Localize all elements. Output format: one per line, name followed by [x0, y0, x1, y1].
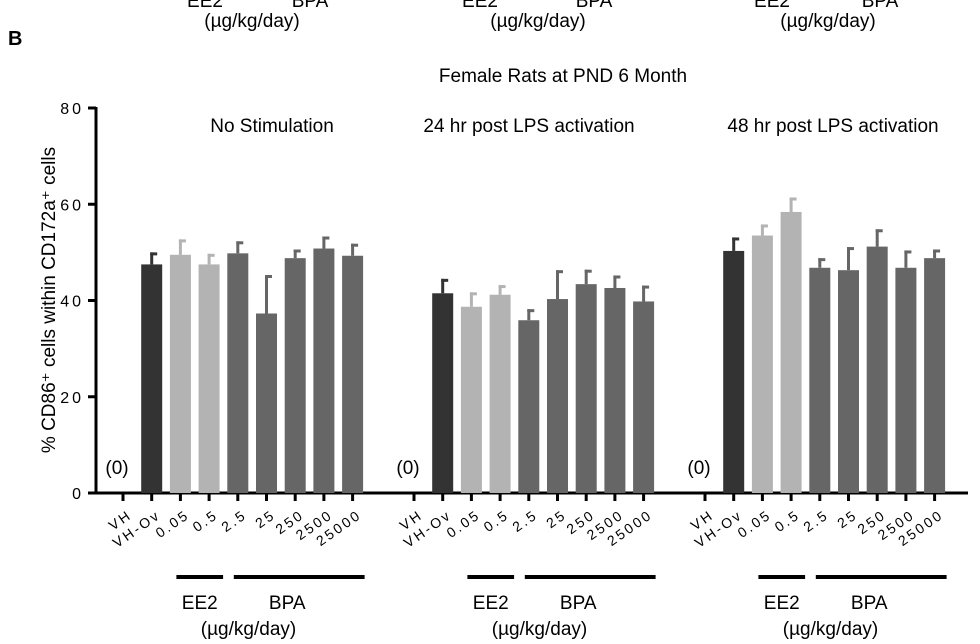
bar	[489, 294, 511, 493]
x-tick-label: 0.5	[190, 506, 221, 535]
bar	[256, 313, 277, 493]
bars	[141, 197, 946, 493]
bar	[141, 264, 163, 493]
x-tick-label: 0.5	[772, 506, 803, 535]
bar	[751, 235, 773, 493]
bar	[723, 250, 745, 493]
x-tick-label: 2.5	[800, 506, 831, 535]
bar	[633, 301, 655, 493]
panel-title: 24 hr post LPS activation	[423, 116, 634, 137]
bpa-label: BPA	[269, 593, 306, 614]
ee2-label: EE2	[473, 593, 509, 614]
top-crop-unit-2: (µg/kg/day)	[490, 11, 585, 32]
top-crop-ee2-label-3: EE2	[754, 0, 790, 12]
panel-label: B	[8, 28, 22, 50]
top-crop-unit-1: (µg/kg/day)	[204, 11, 299, 32]
bar	[924, 258, 946, 493]
unit-label: (µg/kg/day)	[492, 619, 587, 640]
bar	[575, 284, 597, 493]
unit-label: (µg/kg/day)	[201, 619, 296, 640]
y-tick-label: 40	[60, 294, 84, 311]
bar	[342, 255, 364, 493]
x-tick-label: 2.5	[509, 506, 540, 535]
bar	[518, 320, 540, 493]
bpa-label: BPA	[560, 593, 597, 614]
x-tick-label: 0.05	[734, 506, 774, 540]
ee2-label: EE2	[182, 593, 218, 614]
bar	[227, 253, 249, 493]
bar	[284, 258, 306, 493]
bar	[313, 248, 335, 493]
top-crop-bpa-label-1: BPA	[292, 0, 329, 12]
bar	[895, 267, 917, 493]
bar	[460, 306, 482, 493]
panel-title: No Stimulation	[210, 116, 334, 137]
zero-label: (0)	[105, 458, 128, 479]
ee2-label: EE2	[764, 593, 800, 614]
zero-label: (0)	[687, 458, 710, 479]
y-tick-label: 60	[60, 197, 84, 214]
x-tick-label: 0.05	[443, 506, 483, 540]
top-crop-unit-3: (µg/kg/day)	[780, 11, 875, 32]
y-tick-label: 80	[60, 101, 84, 118]
bar	[169, 254, 191, 493]
bar	[547, 299, 568, 493]
y-axis-label: % CD86⁺ cells within CD172a⁺ cells	[39, 147, 60, 453]
bar	[866, 246, 888, 493]
x-tick-label: 2.5	[218, 506, 249, 535]
x-tick-label: 0.5	[481, 506, 512, 535]
bpa-label: BPA	[851, 593, 888, 614]
bar	[604, 287, 626, 493]
x-tick-label: 0.05	[152, 506, 192, 540]
bar	[432, 293, 454, 493]
bar	[198, 264, 220, 493]
top-crop: EE2 BPA (µg/kg/day) EE2 BPA (µg/kg/day) …	[187, 0, 899, 32]
top-crop-ee2-label-2: EE2	[462, 0, 498, 12]
bar	[809, 267, 831, 493]
zero-label: (0)	[396, 458, 419, 479]
bar	[838, 270, 859, 493]
chart-title: Female Rats at PND 6 Month	[439, 66, 687, 87]
bar	[780, 211, 802, 493]
y-tick-label: 0	[72, 486, 84, 503]
y-tick-label: 20	[60, 390, 84, 407]
top-crop-bpa-label-2: BPA	[576, 0, 613, 12]
unit-label: (µg/kg/day)	[783, 619, 878, 640]
panel-title: 48 hr post LPS activation	[727, 116, 938, 137]
top-crop-bpa-label-3: BPA	[862, 0, 899, 12]
top-crop-ee2-label-1: EE2	[187, 0, 223, 12]
